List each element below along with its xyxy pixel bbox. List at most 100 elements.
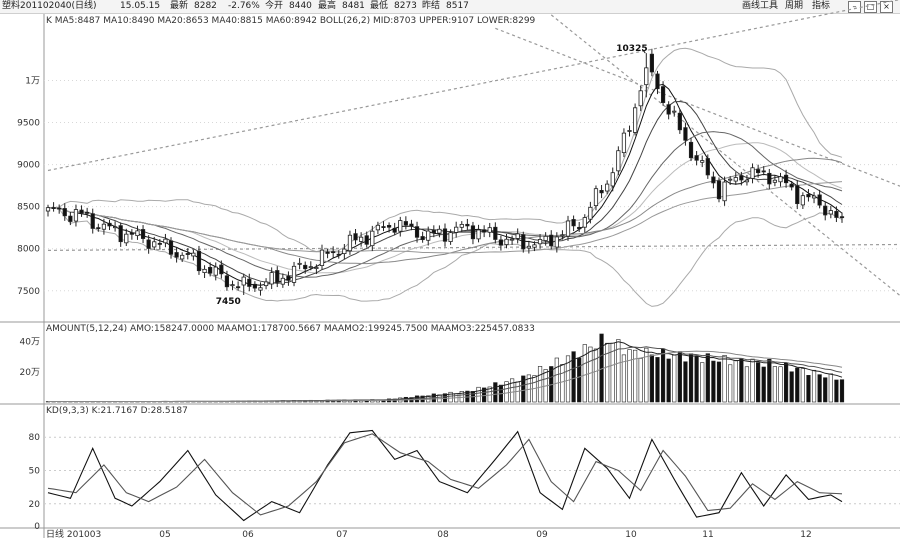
main-y-tick-label: 1万 [25,76,40,86]
candle-body [577,226,582,230]
volume-bar [677,351,682,403]
x-tick-label: 08 [437,530,449,538]
volume-bar [811,369,817,403]
volume-bar [509,378,515,403]
close-button[interactable]: × [880,1,893,13]
low-value: 8273 [394,1,417,11]
candle-body [823,205,828,216]
candle-body [275,270,280,283]
candle-body [655,73,660,90]
candle-body [303,264,308,270]
candle-body [219,264,224,275]
candle-body [750,167,755,179]
main-y-tick-label: 9000 [17,161,40,171]
volume-bar [834,379,839,403]
candle-body [459,223,464,228]
candle-body [353,233,358,241]
candle-body [465,223,470,227]
candle-body [414,226,420,238]
volume-bar [672,354,677,403]
volume-y-tick-label: 40万 [20,338,40,348]
candle-body [370,230,375,247]
kd-indicator-line: KD(9,3,3) K:21.7167 D:28.5187 [46,406,188,416]
x-tick-label: 11 [702,530,713,538]
candle-body [789,183,794,188]
candle-body [716,180,722,200]
restore-button[interactable]: □ [864,1,877,13]
candle-body [543,235,548,241]
volume-bar [728,364,733,403]
menu-period[interactable]: 周期 [785,1,804,11]
boll-mid-line [47,142,843,274]
candle-body [392,227,397,233]
change-pct: -2.76% [228,1,260,11]
kd-k-line [47,429,843,522]
candle-body [744,179,750,183]
candle-body [319,249,325,267]
candle-body [280,277,285,285]
candle-body [347,234,353,252]
candle-body [454,226,459,233]
candle-body [168,240,174,255]
candle-body [593,188,599,207]
candle-body [381,226,386,228]
volume-bar [739,358,744,403]
candle-body [493,226,498,240]
main-y-tick-label: 8500 [17,203,40,213]
candle-body [336,253,341,256]
main-indicator-line: K MA5:8487 MA10:8490 MA20:8653 MA40:8815… [46,16,536,26]
high-value: 8481 [342,1,365,11]
candle-body [616,150,621,172]
candle-body [711,176,716,184]
volume-bar [655,357,660,403]
candle-body [62,208,67,217]
candle-body [101,223,107,230]
volume-bar [711,360,716,403]
restore-icon: □ [866,2,875,11]
volume-bar [633,349,638,403]
last-value: 8282 [194,1,217,11]
quote-date: 15.05.15 [120,1,161,11]
x-tick-label: 10 [625,530,637,538]
candle-body [90,213,95,229]
minimize-button[interactable]: – [848,1,861,13]
candle-body [442,228,448,242]
trend-line [550,14,900,296]
kd-y-tick-label: 0 [34,522,40,532]
volume-bar [521,375,526,403]
x-tick-label: 07 [336,530,347,538]
candle-body [521,234,526,250]
volume-bar [694,355,699,403]
candle-body [386,224,392,228]
volume-bar [828,373,833,403]
candle-body [582,217,587,228]
volume-bar [638,358,643,403]
menu-drawing-tools[interactable]: 画线工具 [742,1,779,11]
candle-body [537,239,543,245]
volume-bar [839,379,845,403]
volume-bar [750,358,755,403]
menu-indicator[interactable]: 指标 [812,1,831,11]
volume-indicator-line: AMOUNT(5,12,24) AMO:158247.0000 MAAMO1:1… [46,324,535,334]
candle-body [677,112,682,131]
boll-upper-line [47,47,843,253]
volume-bar [593,348,599,403]
candle-body [202,268,207,273]
volume-bar [716,361,722,403]
last-label: 最新 [170,1,189,11]
candle-body [666,104,671,115]
candle-body [778,176,783,183]
minimize-icon: – [852,2,857,11]
volume-bar [448,391,453,403]
candle-body [269,272,274,285]
volume-bar [459,391,464,403]
ma60-line [47,181,843,254]
candle-body [314,267,319,269]
high-label: 最高 [318,1,337,11]
candle-body [180,254,185,260]
candle-body [163,238,168,244]
x-tick-label: 09 [536,530,548,538]
candle-body [325,251,330,254]
candle-body [739,175,744,181]
volume-bar [756,362,761,403]
